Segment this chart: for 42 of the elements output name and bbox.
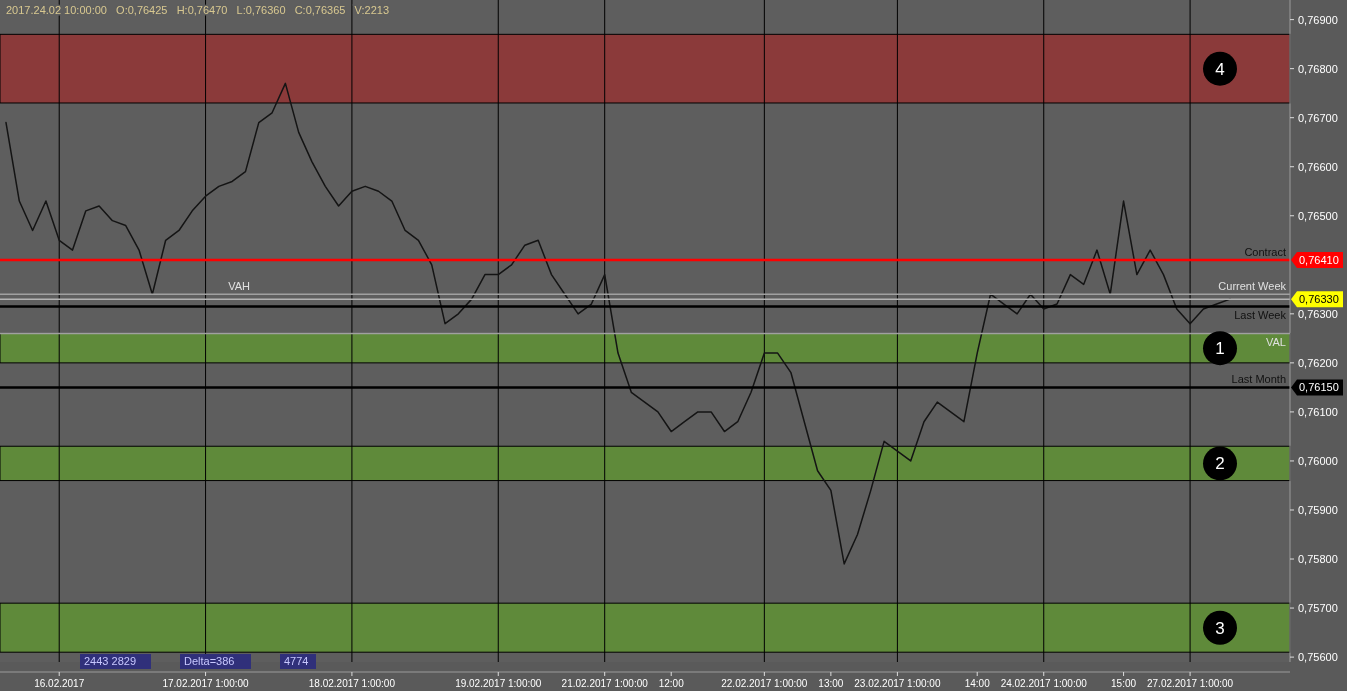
x-tick-label: 17.02.2017 1:00:00 — [162, 678, 250, 689]
x-tick-label: 16.02.2017 — [34, 678, 85, 689]
y-tick-label: 0,76800 — [1298, 62, 1338, 75]
annotation: Delta=386 — [184, 655, 235, 667]
ref-line-label: Last Month — [1231, 373, 1286, 386]
text: 0,76150 — [1299, 381, 1339, 394]
y-tick-label: 0,76600 — [1298, 160, 1338, 173]
x-tick-label: 15:00 — [1111, 678, 1137, 689]
x-tick-label: 23.02.2017 1:00:00 — [854, 678, 941, 689]
annotation: 2443 2829 — [84, 655, 136, 667]
ref-line-label: VAL — [1266, 336, 1286, 349]
band-label: 2 — [1215, 454, 1225, 474]
x-tick-label: 18.02.2017 1:00:00 — [308, 678, 396, 689]
ref-line-label: Current Week — [1218, 280, 1287, 293]
y-tick-label: 0,75900 — [1298, 503, 1338, 516]
y-tick-label: 0,75700 — [1298, 602, 1338, 615]
x-tick-label: 24.02.2017 1:00:00 — [1000, 678, 1088, 689]
text: 0,76410 — [1299, 253, 1339, 266]
y-tick-label: 0,76700 — [1298, 111, 1338, 124]
y-tick-label: 0,76500 — [1298, 209, 1338, 222]
y-tick-label: 0,75800 — [1298, 553, 1338, 566]
x-tick-label: 13:00 — [818, 678, 844, 689]
y-tick-label: 0,76900 — [1298, 13, 1338, 26]
text: 0,76330 — [1299, 293, 1339, 306]
y-tick-label: 0,76000 — [1298, 454, 1338, 467]
ref-line-label: Last Week — [1234, 309, 1287, 322]
x-tick-label: 22.02.2017 1:00:00 — [721, 678, 808, 689]
band-label: 1 — [1215, 339, 1225, 359]
x-tick-label: 27.02.2017 1:00:00 — [1146, 678, 1234, 689]
x-tick-label: 14:00 — [964, 678, 991, 689]
band-label: 3 — [1215, 618, 1225, 638]
y-tick-label: 0,75600 — [1298, 651, 1338, 664]
x-tick-label: 21.02.2017 1:00:00 — [561, 678, 649, 689]
ref-line-label: Contract — [1244, 245, 1286, 258]
y-tick-label: 0,76300 — [1298, 307, 1338, 320]
x-tick-label: 12:00 — [658, 678, 685, 689]
y-tick-label: 0,76200 — [1298, 356, 1338, 369]
band-label: 4 — [1215, 59, 1225, 79]
y-tick-label: 0,76100 — [1298, 405, 1338, 418]
ref-line-label: VAH — [228, 280, 251, 293]
annotation: 4774 — [284, 655, 309, 667]
x-tick-label: 19.02.2017 1:00:00 — [455, 678, 542, 689]
